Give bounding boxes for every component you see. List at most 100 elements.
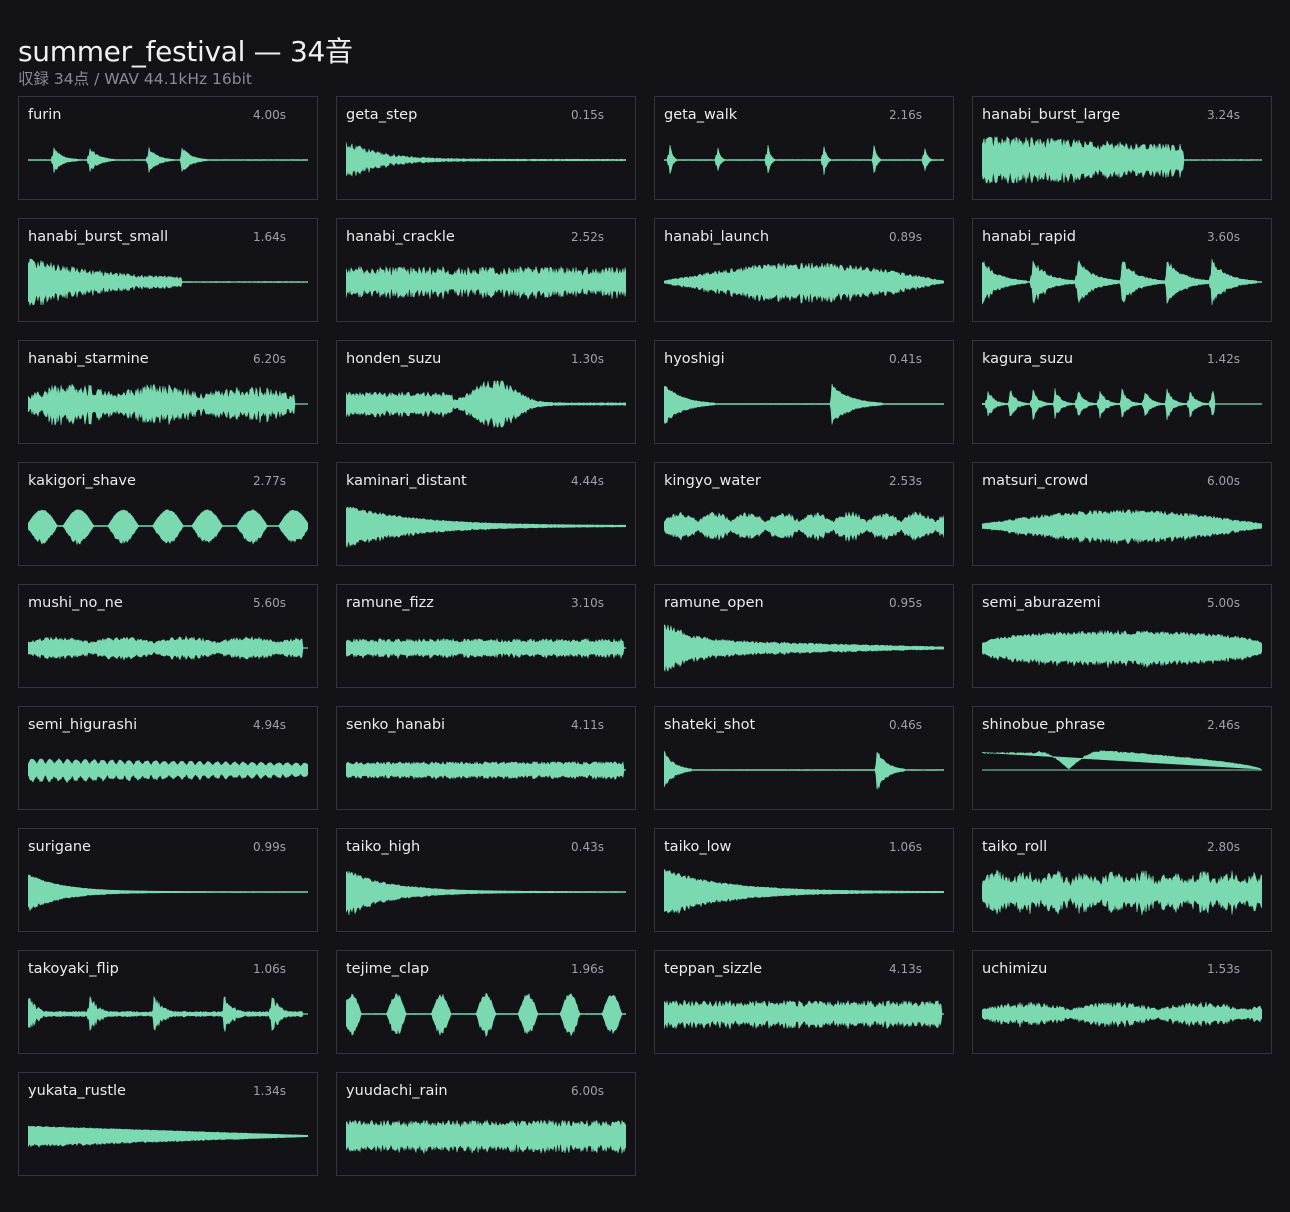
sound-card[interactable]: taiko_low 1.06s <box>654 828 954 932</box>
waveform-shape <box>346 142 626 177</box>
sound-name: geta_step <box>346 107 418 123</box>
waveform <box>664 624 944 672</box>
waveform <box>346 760 626 781</box>
sound-name: honden_suzu <box>346 351 442 367</box>
sound-card[interactable]: hyoshigi 0.41s <box>654 340 954 444</box>
sound-card[interactable]: uchimizu 1.53s <box>972 950 1272 1054</box>
sound-card[interactable]: yuudachi_rain 6.00s <box>336 1072 636 1176</box>
sound-name: yukata_rustle <box>28 1083 126 1099</box>
sound-card[interactable]: shateki_shot 0.46s <box>654 706 954 810</box>
sound-card[interactable]: semi_higurashi 4.94s <box>18 706 318 810</box>
sound-card[interactable]: hanabi_launch 0.89s <box>654 218 954 322</box>
sound-duration: 4.94s <box>253 718 286 732</box>
sound-duration: 6.00s <box>1207 474 1240 488</box>
waveform-shape <box>982 1001 1262 1028</box>
sound-duration: 1.30s <box>571 352 604 366</box>
sound-duration: 4.13s <box>889 962 922 976</box>
sound-card[interactable]: kingyo_water 2.53s <box>654 462 954 566</box>
waveform <box>982 388 1262 421</box>
sound-duration: 2.46s <box>1207 718 1240 732</box>
sound-card[interactable]: hanabi_starmine 6.20s <box>18 340 318 444</box>
sound-card[interactable]: taiko_high 0.43s <box>336 828 636 932</box>
sound-name: matsuri_crowd <box>982 473 1089 489</box>
sound-card[interactable]: geta_walk 2.16s <box>654 96 954 200</box>
waveform-shape <box>346 760 626 781</box>
waveform-shape <box>664 262 944 304</box>
sound-duration: 6.00s <box>571 1084 604 1098</box>
sound-duration: 5.00s <box>1207 596 1240 610</box>
waveform <box>346 1119 626 1154</box>
waveform <box>28 758 308 784</box>
waveform-shape <box>664 868 944 915</box>
sound-duration: 2.52s <box>571 230 604 244</box>
sound-name: taiko_high <box>346 839 421 855</box>
sound-card[interactable]: ramune_open 0.95s <box>654 584 954 688</box>
sound-duration: 0.89s <box>889 230 922 244</box>
sound-card[interactable]: semi_aburazemi 5.00s <box>972 584 1272 688</box>
sound-duration: 6.20s <box>253 352 286 366</box>
waveform-shape <box>28 1125 308 1148</box>
waveform <box>664 750 944 790</box>
waveform <box>28 635 308 661</box>
page-title: summer_festival — 34音 <box>18 35 353 68</box>
waveform <box>346 506 626 549</box>
sound-grid: furin 4.00s geta_step 0.15s geta_walk 2.16s… <box>18 96 1274 1176</box>
sound-card[interactable]: hanabi_crackle 2.52s <box>336 218 636 322</box>
sound-name: tejime_clap <box>346 961 430 977</box>
sound-card[interactable]: honden_suzu 1.30s <box>336 340 636 444</box>
sound-duration: 0.41s <box>889 352 922 366</box>
sound-card[interactable]: kaminari_distant 4.44s <box>336 462 636 566</box>
waveform <box>28 383 308 427</box>
waveform <box>982 629 1262 668</box>
sound-name: yuudachi_rain <box>346 1083 448 1099</box>
sound-card[interactable]: matsuri_crowd 6.00s <box>972 462 1272 566</box>
sound-card[interactable]: geta_step 0.15s <box>336 96 636 200</box>
waveform-shape <box>28 509 308 546</box>
sound-card[interactable]: teppan_sizzle 4.13s <box>654 950 954 1054</box>
waveform <box>664 262 944 304</box>
sound-name: semi_aburazemi <box>982 595 1101 611</box>
sound-name: hanabi_launch <box>664 229 770 245</box>
sound-card[interactable]: senko_hanabi 4.11s <box>336 706 636 810</box>
sound-duration: 4.00s <box>253 108 286 122</box>
waveform <box>982 258 1262 306</box>
sound-name: uchimizu <box>982 961 1048 977</box>
sound-card[interactable]: surigane 0.99s <box>18 828 318 932</box>
sound-name: senko_hanabi <box>346 717 446 733</box>
sound-card[interactable]: furin 4.00s <box>18 96 318 200</box>
sound-name: semi_higurashi <box>28 717 138 733</box>
sound-card[interactable]: mushi_no_ne 5.60s <box>18 584 318 688</box>
waveform <box>982 750 1262 771</box>
sound-name: mushi_no_ne <box>28 595 123 611</box>
waveform-shape <box>346 265 626 300</box>
sound-duration: 2.77s <box>253 474 286 488</box>
waveform-shape <box>982 629 1262 668</box>
sound-card[interactable]: hanabi_burst_large 3.24s <box>972 96 1272 200</box>
waveform <box>28 1125 308 1148</box>
sound-name: shateki_shot <box>664 717 756 733</box>
sound-card[interactable]: ramune_fizz 3.10s <box>336 584 636 688</box>
sound-card[interactable]: takoyaki_flip 1.06s <box>18 950 318 1054</box>
sound-card[interactable]: hanabi_burst_small 1.64s <box>18 218 318 322</box>
sound-card[interactable]: kagura_suzu 1.42s <box>972 340 1272 444</box>
waveform-shape <box>28 874 308 912</box>
waveform-shape <box>346 992 626 1037</box>
waveform <box>982 869 1262 916</box>
sound-card[interactable]: kakigori_shave 2.77s <box>18 462 318 566</box>
sound-duration: 3.60s <box>1207 230 1240 244</box>
sound-name: teppan_sizzle <box>664 961 763 977</box>
waveform <box>346 142 626 177</box>
sound-name: furin <box>28 107 62 123</box>
sound-duration: 1.06s <box>253 962 286 976</box>
sound-duration: 2.53s <box>889 474 922 488</box>
sound-card[interactable]: taiko_roll 2.80s <box>972 828 1272 932</box>
sound-card[interactable]: hanabi_rapid 3.60s <box>972 218 1272 322</box>
sound-duration: 0.15s <box>571 108 604 122</box>
sound-card[interactable]: yukata_rustle 1.34s <box>18 1072 318 1176</box>
sound-duration: 5.60s <box>253 596 286 610</box>
sound-card[interactable]: tejime_clap 1.96s <box>336 950 636 1054</box>
waveform <box>346 992 626 1037</box>
sound-card[interactable]: shinobue_phrase 2.46s <box>972 706 1272 810</box>
sound-duration: 1.64s <box>253 230 286 244</box>
sound-name: kagura_suzu <box>982 351 1074 367</box>
